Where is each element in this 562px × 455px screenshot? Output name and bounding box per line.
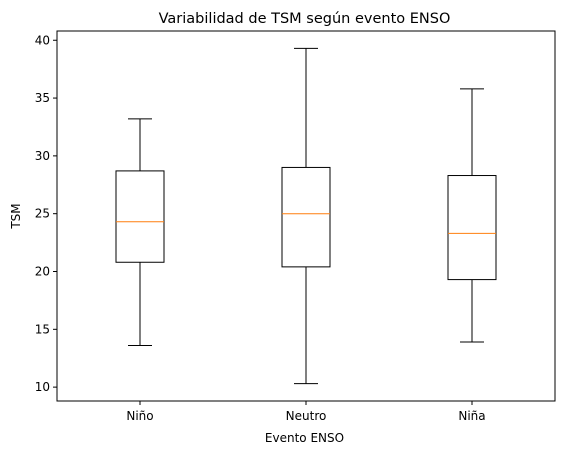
x-tick-label: Niño [126, 409, 153, 423]
y-tick-label: 15 [35, 322, 50, 336]
x-axis: Niño Neutro Niña [126, 401, 486, 423]
box-3 [447, 88, 497, 343]
y-tick-label: 30 [35, 149, 50, 163]
y-axis: 10 15 20 25 30 35 40 [35, 33, 57, 394]
plot-area [115, 47, 497, 385]
y-tick-label: 35 [35, 91, 50, 105]
chart-title: Variabilidad de TSM según evento ENSO [159, 11, 451, 27]
x-axis-label: Evento ENSO [265, 431, 344, 445]
iqr-box [115, 170, 165, 263]
iqr-box [447, 175, 497, 281]
x-tick-label: Niña [458, 409, 485, 423]
y-tick-label: 20 [35, 265, 50, 279]
box-1 [115, 118, 165, 346]
box-2 [281, 47, 331, 385]
iqr-box [281, 166, 331, 268]
y-tick-label: 40 [35, 33, 50, 47]
y-tick-label: 10 [35, 380, 50, 394]
x-tick-label: Neutro [286, 409, 327, 423]
y-axis-label: TSM [9, 203, 23, 229]
y-tick-label: 25 [35, 207, 50, 221]
